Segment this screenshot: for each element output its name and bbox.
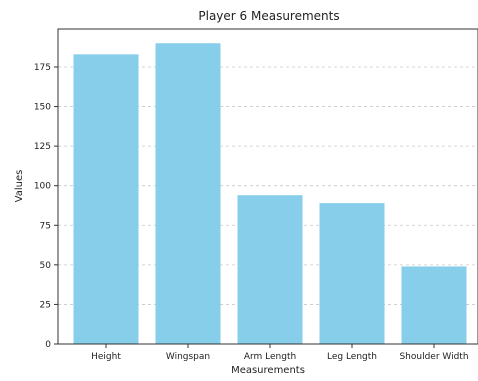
y-axis-label: Values (14, 170, 25, 203)
x-axis-ticks: Height Wingspan Arm Length Leg Length Should… (91, 344, 469, 362)
bar-leg-length (319, 203, 385, 344)
x-tick-label: Height (91, 352, 121, 362)
bar-height (73, 54, 139, 345)
bar-wingspan (155, 43, 221, 345)
y-tick-label: 150 (34, 103, 51, 113)
x-tick-label: Leg Length (327, 352, 377, 362)
x-axis-label: Measurements (231, 365, 305, 376)
bar-shoulder-width (401, 266, 467, 344)
y-tick-label: 25 (40, 300, 51, 310)
y-tick-label: 50 (40, 261, 52, 271)
y-tick-label: 175 (34, 63, 51, 73)
x-tick-label: Arm Length (244, 352, 296, 362)
y-tick-label: 100 (34, 182, 51, 192)
plot-frame (57, 28, 478, 345)
x-tick-label: Wingspan (166, 352, 210, 362)
y-tick-label: 0 (45, 340, 51, 350)
bars (73, 43, 467, 345)
y-axis-ticks: 0 25 50 75 100 125 150 175 (34, 63, 58, 350)
x-tick-label: Shoulder Width (399, 352, 468, 362)
bar-arm-length (237, 195, 303, 344)
y-tick-label: 125 (34, 142, 51, 152)
y-tick-label: 75 (40, 221, 51, 231)
chart-title: Player 6 Measurements (198, 9, 339, 23)
